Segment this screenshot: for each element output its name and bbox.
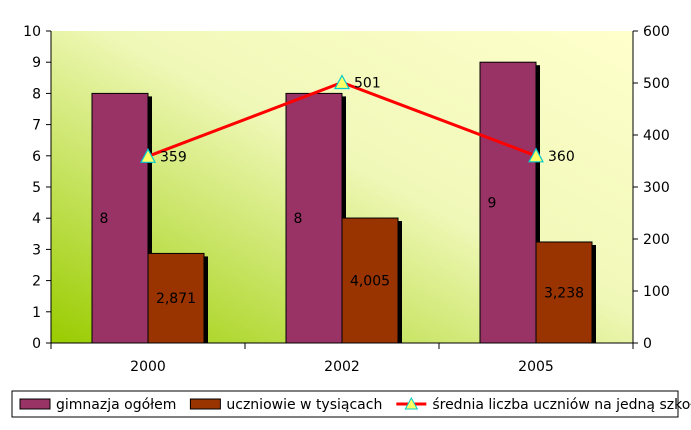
y-tick-label: 6 [32,149,41,165]
bar [147,252,205,344]
y2-tick-label: 0 [643,336,652,352]
data-label: 8 [100,211,109,227]
legend [11,390,679,418]
y-tick-label: 7 [32,118,41,134]
y2-tick-label: 300 [643,180,670,196]
data-label: 2,871 [156,291,196,307]
data-label: 3,238 [544,285,584,301]
data-label: 8 [294,211,303,227]
legend-label: gimnazja ogółem [56,397,176,413]
triangle-marker [139,148,157,163]
y-tick-label: 9 [32,55,41,71]
triangle-marker [527,147,545,163]
legend-swatch [189,398,221,410]
x-tick-label: 2000 [130,359,166,375]
y2-tick-label: 100 [643,284,670,300]
y-tick-label: 8 [32,86,41,102]
x-tick-label: 2002 [324,359,360,375]
legend-label: uczniowie w tysiącach [226,397,382,413]
bar [341,217,399,344]
line-data-label: 360 [548,149,575,165]
y-tick-label: 10 [23,24,41,40]
y2-tick-label: 200 [643,232,670,248]
data-label: 4,005 [350,274,390,290]
legend-triangle-icon [404,396,419,410]
x-tick-label: 2005 [518,359,554,375]
bar [479,61,537,344]
legend-label: średnia liczba uczniów na jedną szkołę [432,397,691,413]
line-data-label: 359 [160,149,187,165]
y-tick-label: 1 [32,305,41,321]
y2-tick-label: 400 [643,128,670,144]
y-tick-label: 5 [32,180,41,196]
legend-swatch [19,398,51,410]
y-tick-label: 3 [32,242,41,258]
triangle-marker [333,74,351,90]
y-tick-label: 4 [32,211,41,227]
y-tick-label: 2 [32,274,41,290]
y2-tick-label: 600 [643,24,670,40]
y-tick-label: 0 [32,336,41,352]
y2-tick-label: 500 [643,76,670,92]
line-data-label: 501 [354,75,381,91]
data-label: 9 [488,196,497,212]
